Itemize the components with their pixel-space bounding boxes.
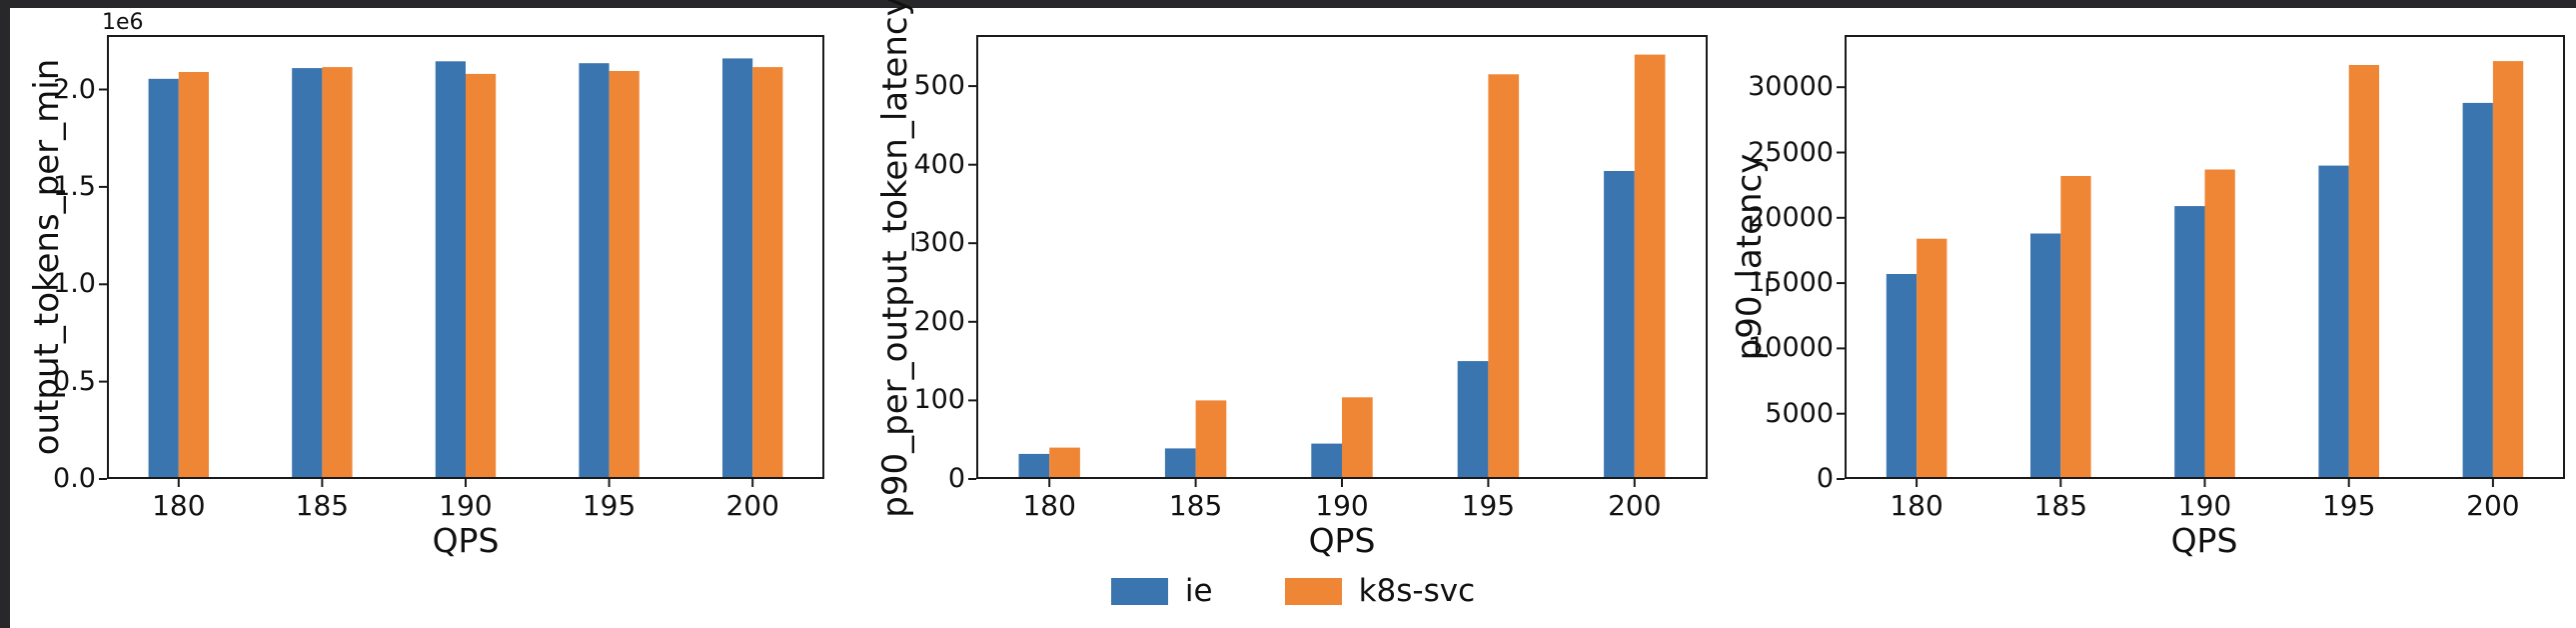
bar-k8s-svc-185 [322,67,353,479]
x-tick-label: 180 [152,489,206,522]
bar-ie-180 [1886,274,1918,479]
bar-ie-195 [1457,361,1489,479]
x-tick-label: 200 [1608,489,1662,522]
y-tick-label: 25000 [1748,136,1834,168]
y-tick-label: 200 [913,305,965,337]
x-tick-label: 195 [2321,489,2376,522]
x-tick-label: 180 [1022,489,1076,522]
legend: ie k8s-svc [10,571,2576,611]
x-tick-label: 185 [295,489,350,522]
y-tick-label: 10000 [1748,332,1834,364]
y-tick-label: 500 [913,70,965,102]
y-tick-label: 30000 [1748,71,1834,103]
y-axis-label: p90_latency [1730,153,1770,361]
y-axis-label: output_tokens_per_min [27,58,67,456]
bar-k8s-svc-190 [1342,397,1373,479]
bar-ie-185 [1164,448,1196,479]
x-tick-label: 190 [439,489,493,522]
y-tick-label: 5000 [1765,397,1834,429]
x-tick-label: 200 [2466,489,2520,522]
y-tick-label: 100 [913,384,965,416]
bar-ie-190 [435,61,466,480]
bar-ie-190 [2174,206,2205,479]
chart-p90-per-output-token-latency: p90_per_output_token_latency QPS 0 100 200… [10,0,2576,628]
legend-item-ie: ie [1110,573,1213,609]
bar-k8s-svc-200 [2492,61,2524,479]
y-tick-label: 0 [947,463,965,494]
bar-k8s-svc-190 [2204,169,2235,479]
y-tick-label: 0.5 [53,365,96,397]
x-tick-label: 200 [725,489,779,522]
x-tick-label: 185 [1168,489,1223,522]
y-tick-label: 2.0 [53,73,96,105]
x-axis-label: QPS [432,521,500,560]
bar-ie-185 [292,68,323,479]
bar-k8s-svc-180 [178,72,209,479]
bar-k8s-svc-200 [1634,54,1666,479]
bar-ie-200 [722,58,753,480]
bar-k8s-svc-180 [1917,238,1947,479]
bar-k8s-svc-185 [2060,176,2091,479]
plot-area-p90-per-output-token [968,35,1708,487]
x-axis-label: QPS [1308,521,1376,560]
legend-swatch-ie [1110,577,1168,605]
y-tick-label: 0 [1816,463,1834,494]
chart-p90-latency: p90_latency QPS 0 5000 10000 15000 20000 2500… [10,8,2576,628]
x-axis-label: QPS [2170,521,2238,560]
bar-ie-180 [148,78,179,480]
y-tick-label: 0.0 [53,463,96,494]
y-tick-label: 1.0 [53,268,96,300]
bar-k8s-svc-195 [1488,74,1520,480]
x-tick-label: 180 [1890,489,1943,522]
bar-ie-190 [1311,443,1342,479]
bar-k8s-svc-185 [1195,400,1227,479]
y-axis-label: p90_per_output_token_latency [875,0,915,518]
plot-area-output-tokens [99,35,824,487]
bar-k8s-svc-195 [609,71,640,479]
bar-k8s-svc-200 [752,67,783,479]
figure-canvas: output_tokens_per_min QPS 1e6 0.0 0.5 1.0 1… [10,0,2576,628]
legend-label-ie: ie [1184,573,1213,609]
x-tick-label: 195 [1461,489,1516,522]
axis-offset-label: 1e6 [102,10,144,35]
legend-label-k8s-svc: k8s-svc [1358,573,1476,609]
y-tick-label: 400 [913,148,965,180]
axes-frame [1845,35,2565,479]
axes-frame [976,35,1708,479]
x-tick-label: 190 [1315,489,1369,522]
bar-ie-180 [1018,453,1050,479]
bar-ie-200 [2462,102,2493,480]
y-tick-label: 300 [913,227,965,259]
y-tick-label: 15000 [1748,267,1834,299]
x-tick-label: 185 [2033,489,2088,522]
bar-k8s-svc-190 [466,73,497,480]
legend-swatch-k8s-svc [1284,577,1342,605]
x-tick-label: 190 [2177,489,2232,522]
axes-frame [107,35,824,479]
bar-ie-195 [579,63,610,479]
chart-output-tokens-per-min: output_tokens_per_min QPS 1e6 0.0 0.5 1.0 1… [10,8,2576,628]
bar-ie-200 [1604,171,1635,479]
bar-ie-185 [2030,233,2061,479]
bar-k8s-svc-180 [1049,447,1080,479]
y-tick-label: 20000 [1748,201,1834,233]
y-tick-label: 1.5 [53,170,96,202]
legend-item-k8s-svc: k8s-svc [1284,573,1476,609]
bar-ie-195 [2318,165,2349,479]
plot-area-p90-latency [1837,35,2565,487]
x-tick-label: 195 [582,489,637,522]
bar-k8s-svc-195 [2348,65,2379,479]
